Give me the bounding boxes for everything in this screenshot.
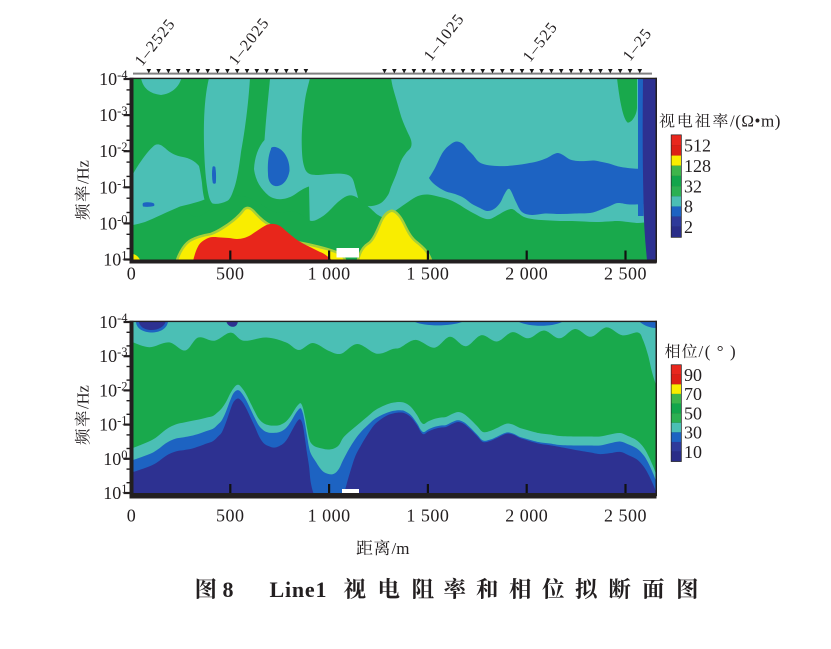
svg-text:0: 0 [127,506,137,526]
svg-text:2 000: 2 000 [505,506,548,526]
svg-text:128: 128 [684,156,711,176]
svg-text:500: 500 [216,506,245,526]
svg-text:1 500: 1 500 [406,506,449,526]
svg-text:2: 2 [684,217,693,237]
svg-text:1 000: 1 000 [308,264,351,284]
svg-text:50: 50 [684,403,702,423]
svg-text:10: 10 [684,442,702,462]
svg-text:1 500: 1 500 [406,264,449,284]
svg-text:/( ° ): /( ° ) [699,342,738,361]
svg-text:512: 512 [684,136,711,156]
svg-text:/(Ω•m): /(Ω•m) [730,112,781,131]
svg-text:2 000: 2 000 [505,264,548,284]
svg-text:90: 90 [684,365,702,385]
svg-text:/m: /m [392,539,410,558]
svg-text:Line1: Line1 [270,577,328,602]
svg-text:8: 8 [684,197,693,217]
svg-text:32: 32 [684,176,702,196]
svg-text:2 500: 2 500 [604,506,647,526]
svg-text:70: 70 [684,384,702,404]
svg-text:/Hz: /Hz [74,385,93,409]
svg-text:1 000: 1 000 [308,506,351,526]
svg-text:0: 0 [127,264,137,284]
svg-text:8: 8 [223,577,234,602]
svg-text:500: 500 [216,264,245,284]
svg-text:30: 30 [684,423,702,443]
svg-text:/Hz: /Hz [74,160,93,184]
svg-text:2 500: 2 500 [604,264,647,284]
